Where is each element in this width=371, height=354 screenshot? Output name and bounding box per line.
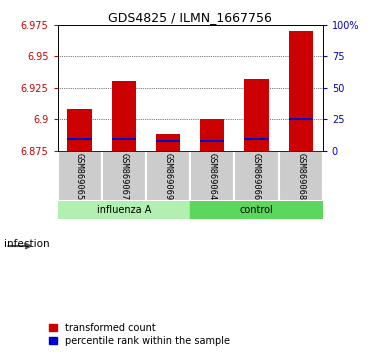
Bar: [289, 31, 313, 151]
Text: infection: infection: [4, 239, 49, 249]
Text: GSM869069: GSM869069: [164, 153, 173, 200]
Bar: [190, 201, 323, 219]
Bar: [68, 109, 92, 151]
Bar: [200, 140, 224, 142]
Bar: [58, 201, 190, 219]
Text: GSM869065: GSM869065: [75, 153, 84, 200]
Text: GSM869064: GSM869064: [208, 153, 217, 200]
Text: control: control: [240, 205, 273, 215]
Text: influenza A: influenza A: [96, 205, 151, 215]
Bar: [244, 138, 269, 141]
Text: GSM869067: GSM869067: [119, 153, 128, 200]
Bar: [234, 151, 279, 201]
Bar: [190, 151, 234, 201]
Bar: [156, 135, 180, 151]
Legend: transformed count, percentile rank within the sample: transformed count, percentile rank withi…: [49, 323, 230, 346]
Bar: [279, 151, 323, 201]
Bar: [289, 118, 313, 120]
Bar: [112, 138, 136, 141]
Bar: [102, 151, 146, 201]
Bar: [200, 119, 224, 151]
Text: GSM869066: GSM869066: [252, 153, 261, 200]
Bar: [146, 151, 190, 201]
Bar: [68, 138, 92, 141]
Bar: [156, 140, 180, 142]
Bar: [58, 151, 102, 201]
Bar: [112, 81, 136, 151]
Bar: [244, 79, 269, 151]
Title: GDS4825 / ILMN_1667756: GDS4825 / ILMN_1667756: [108, 11, 272, 24]
Text: GSM869068: GSM869068: [296, 153, 305, 200]
